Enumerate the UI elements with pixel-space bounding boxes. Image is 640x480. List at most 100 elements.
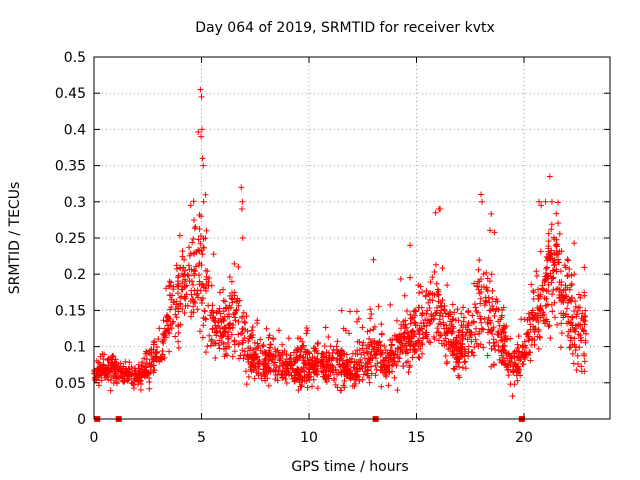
data-point xyxy=(267,341,274,348)
data-point xyxy=(305,365,312,372)
data-point xyxy=(91,377,98,384)
data-point xyxy=(395,333,402,340)
data-point xyxy=(194,290,201,297)
peak-data-point xyxy=(546,173,553,180)
data-point xyxy=(484,319,491,326)
data-point xyxy=(561,293,568,300)
data-point xyxy=(131,367,138,374)
data-point xyxy=(172,311,179,318)
data-point xyxy=(527,321,534,328)
data-point xyxy=(241,351,248,358)
data-point xyxy=(166,278,173,285)
data-point xyxy=(456,374,463,381)
data-point xyxy=(473,325,480,332)
data-point xyxy=(228,331,235,338)
data-point xyxy=(514,377,521,384)
data-point xyxy=(539,282,546,289)
data-point xyxy=(231,260,238,267)
data-point xyxy=(400,363,407,370)
data-point xyxy=(279,341,286,348)
data-point xyxy=(564,305,571,312)
data-point xyxy=(209,302,216,309)
data-point xyxy=(309,383,316,390)
data-point xyxy=(459,333,466,340)
data-point xyxy=(171,299,178,306)
data-point xyxy=(471,343,478,350)
data-point xyxy=(463,329,470,336)
data-point xyxy=(394,387,401,394)
data-point xyxy=(548,221,555,228)
data-point xyxy=(428,313,435,320)
data-point xyxy=(439,265,446,272)
data-point xyxy=(407,362,414,369)
y-tick-label: 0.35 xyxy=(55,159,86,175)
data-point xyxy=(222,304,229,311)
data-point xyxy=(181,310,188,317)
data-point xyxy=(483,299,490,306)
data-point xyxy=(462,332,469,339)
data-point xyxy=(369,343,376,350)
data-point xyxy=(475,278,482,285)
data-point xyxy=(229,299,236,306)
data-point xyxy=(188,266,195,273)
data-point xyxy=(447,338,454,345)
data-point xyxy=(95,382,102,389)
data-point xyxy=(544,273,551,280)
data-point xyxy=(270,362,277,369)
data-point xyxy=(473,340,480,347)
data-point xyxy=(442,353,449,360)
peak-data-point xyxy=(536,198,543,205)
data-point xyxy=(302,346,309,353)
data-point xyxy=(172,305,179,312)
data-point xyxy=(439,313,446,320)
data-point xyxy=(367,327,374,334)
data-point xyxy=(175,272,182,279)
data-point xyxy=(257,336,264,343)
data-point xyxy=(468,338,475,345)
data-point xyxy=(437,332,444,339)
data-point xyxy=(240,355,247,362)
data-point xyxy=(420,334,427,341)
data-point xyxy=(165,326,172,333)
data-point xyxy=(581,264,588,271)
data-point xyxy=(519,349,526,356)
data-point xyxy=(523,350,530,357)
data-point xyxy=(582,307,589,314)
data-point xyxy=(581,292,588,299)
data-point xyxy=(324,361,331,368)
data-point xyxy=(156,325,163,332)
data-point xyxy=(255,342,262,349)
data-point xyxy=(553,266,560,273)
data-point xyxy=(101,351,108,358)
data-point xyxy=(186,244,193,251)
data-point xyxy=(176,232,183,239)
data-point xyxy=(188,287,195,294)
data-point xyxy=(195,246,202,253)
data-point xyxy=(217,329,224,336)
data-point xyxy=(412,322,419,329)
data-point xyxy=(550,274,557,281)
data-point xyxy=(358,351,365,358)
data-point xyxy=(396,355,403,362)
data-point xyxy=(368,310,375,317)
data-point xyxy=(390,361,397,368)
data-point xyxy=(574,352,581,359)
data-point xyxy=(97,353,104,360)
data-point xyxy=(111,370,118,377)
data-point xyxy=(491,313,498,320)
data-point xyxy=(175,329,182,336)
data-point xyxy=(476,257,483,264)
data-point xyxy=(208,338,215,345)
data-point xyxy=(391,358,398,365)
data-point xyxy=(571,307,578,314)
data-point xyxy=(498,314,505,321)
data-point xyxy=(181,256,188,263)
data-point xyxy=(151,339,158,346)
data-point xyxy=(104,367,111,374)
data-point xyxy=(425,291,432,298)
data-point xyxy=(455,359,462,366)
data-point xyxy=(200,322,207,329)
data-point xyxy=(185,262,192,269)
data-point xyxy=(267,341,274,348)
data-point xyxy=(521,316,528,323)
